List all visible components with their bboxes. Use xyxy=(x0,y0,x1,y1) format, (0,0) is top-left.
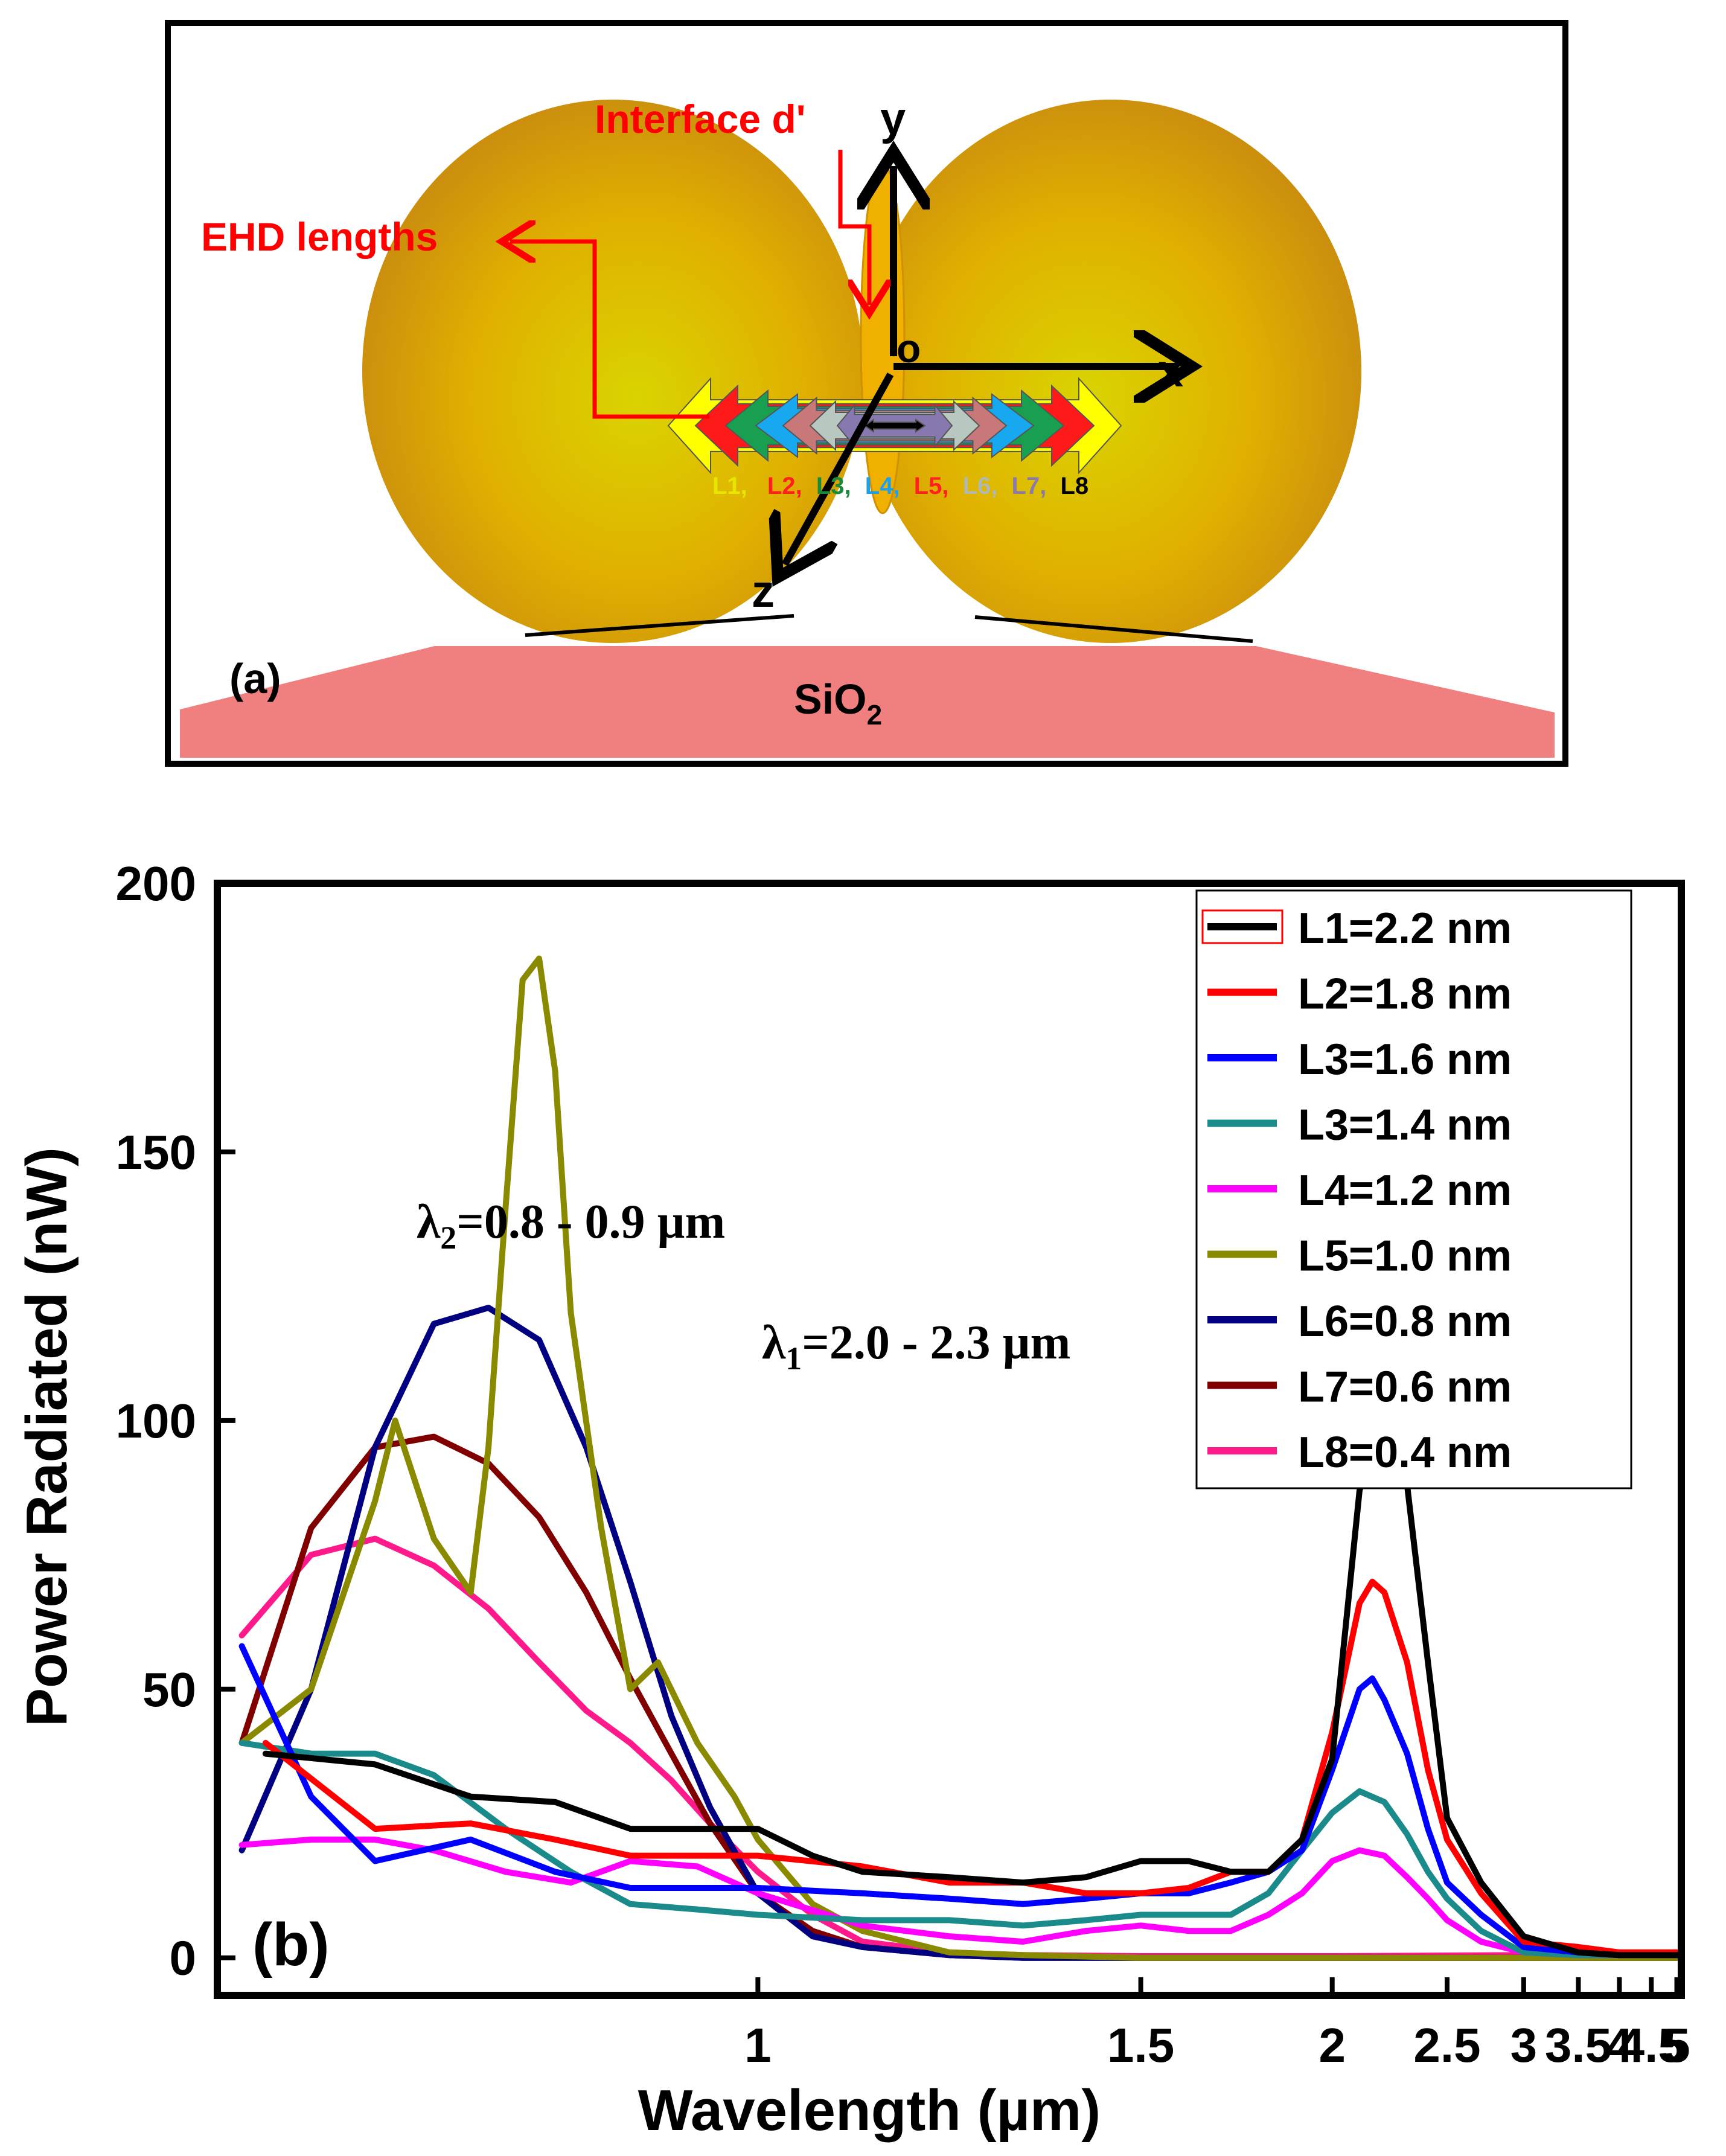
x-tick-label: 2 xyxy=(1318,2018,1346,2072)
legend: L1=2.2 nm L2=1.8 nm L3=1.6 nm L3=1.4 nm L4=1… xyxy=(1195,889,1632,1489)
axis-z-label: z xyxy=(752,566,775,617)
length-tag: L7, xyxy=(1012,473,1047,499)
axis-x-label: x xyxy=(1158,345,1183,397)
x-tick-label: 1 xyxy=(744,2018,772,2072)
legend-label: L3=1.6 nm xyxy=(1298,1035,1512,1084)
x-tick-label: 4.5 xyxy=(1618,2018,1685,2072)
x-tick-label: 3.5 xyxy=(1545,2018,1612,2072)
y-tick-label: 0 xyxy=(170,1931,197,1985)
annotation-lambda1-sub: 1 xyxy=(785,1340,802,1377)
panel-a-label: (a) xyxy=(229,655,281,702)
plot-series xyxy=(238,955,1680,1961)
interface-label: Interface d' xyxy=(595,97,805,141)
length-tag: L8 xyxy=(1060,473,1088,499)
length-tag: L1, xyxy=(712,473,747,499)
substrate-label-main: SiO xyxy=(794,676,867,723)
ehd-arrow xyxy=(863,418,926,433)
interface-pointer xyxy=(838,150,869,305)
substrate-label-sub: 2 xyxy=(867,699,883,731)
axis-y-label: y xyxy=(880,93,906,144)
y-axis-title: Power Radiated (nW) xyxy=(14,1147,79,1727)
x-tick-label: 5 xyxy=(1663,2018,1690,2072)
legend-items: L1=2.2 nm L2=1.8 nm L3=1.6 nm L3=1.4 nm L4=1… xyxy=(1207,904,1512,1477)
legend-label: L2=1.8 nm xyxy=(1298,970,1512,1019)
plot-frame xyxy=(214,880,1685,1999)
ehd-arrows xyxy=(667,377,1122,475)
substrate-label: SiO2 xyxy=(794,676,882,731)
legend-label: L3=1.4 nm xyxy=(1298,1101,1512,1150)
y-tick-label: 100 xyxy=(116,1394,196,1448)
legend-label: L5=1.0 nm xyxy=(1298,1232,1512,1281)
ehd-pointer xyxy=(510,242,709,419)
length-tag: L4, xyxy=(865,473,900,499)
length-tags: L1, L2, L3, L4, L5, L6, L7, L8 xyxy=(712,473,1088,499)
x-tick-label: 1.5 xyxy=(1107,2018,1174,2072)
origin-label: o xyxy=(897,326,921,371)
x-tick-label: 3 xyxy=(1510,2018,1538,2072)
annotation-lambda1: λ1=2.0 - 2.3 µm xyxy=(762,1316,1070,1377)
ehd-label: EHD lengths xyxy=(201,214,438,259)
left-sphere xyxy=(362,100,863,643)
annotation-lambda2: λ2=0.8 - 0.9 µm xyxy=(417,1195,725,1256)
y-tick-label: 50 xyxy=(142,1663,196,1716)
annotation-lambda2-sub: 2 xyxy=(440,1220,456,1256)
sio2-substrate xyxy=(180,646,1555,758)
right-sphere xyxy=(860,100,1361,643)
legend-label: L1=2.2 nm xyxy=(1298,904,1512,953)
z-axis-arrow xyxy=(785,373,894,565)
annotation-lambda2-pre: λ xyxy=(417,1195,441,1249)
annotation-lambda2-post: =0.8 - 0.9 µm xyxy=(456,1195,725,1249)
y-tick-label: 200 xyxy=(116,857,196,910)
y-tick-label: 150 xyxy=(116,1125,196,1179)
x-axis-title: Wavelength (µm) xyxy=(638,2078,1101,2143)
series-line-1 xyxy=(262,1407,1680,1959)
length-tag: L5, xyxy=(914,473,949,499)
legend-label: L4=1.2 nm xyxy=(1298,1166,1512,1215)
annotation-lambda1-post: =2.0 - 2.3 µm xyxy=(802,1316,1070,1369)
length-tag: L2, xyxy=(767,473,802,499)
series-line-5 xyxy=(238,1836,1680,1959)
legend-highlight xyxy=(1201,909,1283,944)
annotation-lambda1-pre: λ xyxy=(762,1316,786,1369)
panel-a: y x z o Interface d' EHD lengths L1, L2,… xyxy=(165,20,1568,767)
panel-b-label: (b) xyxy=(252,1911,330,1978)
length-tag: L6, xyxy=(963,473,998,499)
series-line-4 xyxy=(238,1739,1680,1959)
length-tag: L3, xyxy=(816,473,851,499)
legend-label: L8=0.4 nm xyxy=(1298,1428,1512,1477)
legend-label: L7=0.6 nm xyxy=(1298,1363,1512,1412)
series-line-6 xyxy=(238,955,1680,1961)
x-tick-label: 4 xyxy=(1606,2018,1633,2072)
legend-label: L6=0.8 nm xyxy=(1298,1297,1512,1346)
x-tick-label: 2.5 xyxy=(1413,2018,1480,2072)
